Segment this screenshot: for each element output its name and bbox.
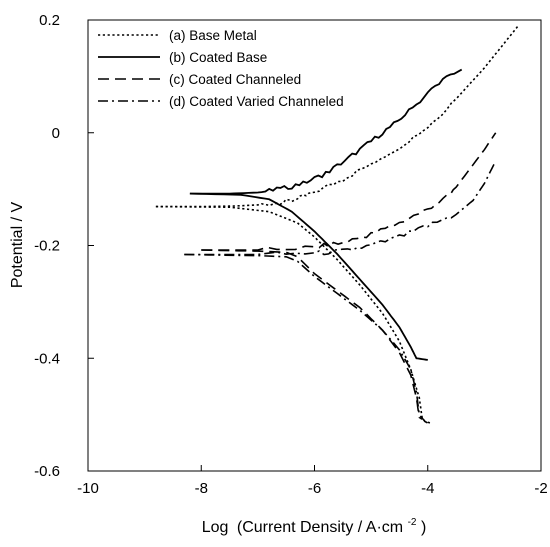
- x-tick-label: -8: [195, 480, 208, 497]
- series-line-cathodic: [189, 192, 428, 361]
- plot-frame: [87, 19, 542, 472]
- x-tick-label: -6: [308, 480, 321, 497]
- series-line-anodic: [184, 160, 497, 256]
- legend-label: (c) Coated Channeled: [169, 72, 301, 87]
- series-line-anodic: [189, 68, 463, 195]
- x-tick-label: -2: [534, 480, 547, 497]
- y-axis-ticks: 0.2 0 -0.2 -0.4 -0.6: [34, 12, 94, 480]
- y-tick-label: 0.2: [39, 12, 60, 29]
- y-axis-label: Potential / V: [9, 202, 26, 289]
- series-4: [184, 160, 497, 426]
- x-axis-label-suffix: ): [421, 519, 426, 536]
- series-2: [189, 68, 463, 361]
- series-3: [201, 132, 497, 420]
- x-tick-label: -4: [421, 480, 434, 497]
- x-axis-ticks: -10 -8 -6 -4 -2: [77, 465, 548, 497]
- y-tick-label: -0.4: [34, 350, 60, 367]
- series-line-cathodic: [184, 253, 432, 426]
- series-line-cathodic: [155, 205, 431, 424]
- series-layer: [155, 25, 519, 426]
- legend-label: (d) Coated Varied Channeled: [169, 94, 344, 109]
- x-axis-label-main: (Current Density / A·cm: [237, 519, 403, 536]
- y-tick-label: -0.6: [34, 463, 60, 480]
- x-tick-label: -10: [77, 480, 99, 497]
- x-axis-label: Log (Current Density / A·cm -2 ): [202, 512, 427, 536]
- series-line-anodic: [155, 25, 519, 208]
- series-line-anodic: [201, 132, 497, 251]
- series-line-cathodic: [201, 249, 423, 420]
- y-tick-label: -0.2: [34, 238, 60, 255]
- legend-label: (a) Base Metal: [169, 28, 257, 43]
- x-axis-label-prefix: Log: [202, 519, 229, 536]
- y-tick-label: 0: [52, 125, 60, 142]
- series-1: [155, 25, 519, 424]
- legend: (a) Base Metal (b) Coated Base (c) Coated …: [98, 28, 344, 109]
- legend-label: (b) Coated Base: [169, 50, 267, 65]
- x-axis-label-sup: -2: [408, 517, 417, 528]
